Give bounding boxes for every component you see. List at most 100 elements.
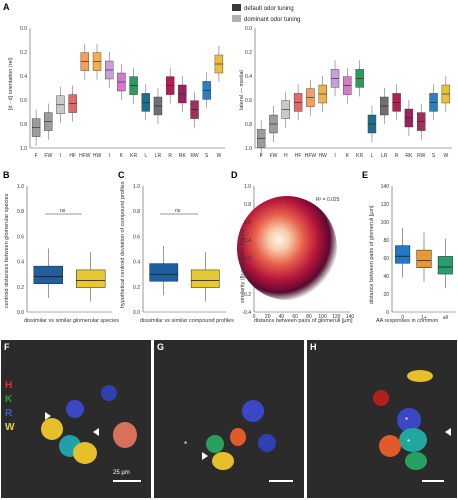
y-tick-label: 0.8 xyxy=(17,209,24,215)
x-tick-label: HF xyxy=(69,153,76,159)
y-tick-label: 20 xyxy=(383,292,389,298)
x-tick-label: L xyxy=(371,153,374,159)
x-tick-label: S xyxy=(432,153,436,159)
panel-f-image: F H K R W 25 µm xyxy=(1,340,151,498)
y-tick-label: 0.6 xyxy=(244,220,251,226)
y-tick-label: 0.8 xyxy=(20,122,27,128)
x-tick-label: 60 xyxy=(292,314,298,320)
panel-d-label: D xyxy=(231,170,238,180)
panel-c-xlabel: dissimilar vs similar compound profiles xyxy=(140,318,234,324)
y-tick-label: 1.0 xyxy=(244,184,251,190)
y-tick-label: 0.4 xyxy=(244,238,251,244)
y-tick-label: 0.2 xyxy=(245,50,252,56)
y-tick-label: -0.4 xyxy=(242,310,251,316)
panel-d-xlabel: distance between pairs of glomeruli [µm] xyxy=(254,318,353,324)
y-tick-label: 60 xyxy=(383,256,389,262)
x-tick-label: LR xyxy=(155,153,162,159)
box-plot xyxy=(395,245,411,264)
panel-b-xlabel: dissimilar vs similar glomerular species xyxy=(24,318,119,324)
x-tick-label: 1+ xyxy=(421,315,427,321)
legend-default-text: default odor tuning xyxy=(244,6,294,12)
glomerulus-blob xyxy=(407,370,433,382)
panel-a-left-ylabel: [d - d] orientation (rel) xyxy=(8,57,14,110)
glomerulus-blob xyxy=(212,452,234,470)
scale-bar-label: 25 µm xyxy=(113,470,130,476)
box-plot xyxy=(149,263,179,282)
panel-g-label: G xyxy=(157,342,165,352)
x-tick-label: RW xyxy=(417,153,426,159)
y-tick-label: 0.4 xyxy=(245,74,252,80)
y-tick-label: 0.6 xyxy=(133,234,140,240)
glomerulus-blob xyxy=(379,435,401,457)
panel-h-label: H xyxy=(310,342,317,352)
x-tick-label: W xyxy=(217,153,222,159)
channel-r-label: R xyxy=(5,408,13,419)
x-tick-label: L xyxy=(144,153,147,159)
glomerulus-blob xyxy=(101,385,117,401)
y-tick-label: 0.2 xyxy=(133,285,140,291)
channel-h-label: H xyxy=(5,380,13,391)
y-tick-label: 0.6 xyxy=(20,98,27,104)
y-tick-label: 0.0 xyxy=(20,26,27,32)
panel-e-xlabel: AA responses in common xyxy=(376,318,438,324)
y-tick-label: 40 xyxy=(383,274,389,280)
x-tick-label: 140 xyxy=(346,314,355,320)
glomerulus-blob xyxy=(242,400,264,422)
x-tick-label: S xyxy=(205,153,209,159)
y-tick-label: 0.4 xyxy=(17,260,24,266)
panel-a-label: A xyxy=(3,2,10,12)
y-tick-label: 0.0 xyxy=(133,310,140,316)
x-tick-label: F xyxy=(35,153,38,159)
panel-d-plot: R² = 0.025 similarity (fluorescence trac… xyxy=(237,184,354,324)
channel-k-label: K xyxy=(5,394,13,405)
x-tick-label: 40 xyxy=(279,314,285,320)
box-plot xyxy=(33,265,63,285)
x-tick-label: RW xyxy=(190,153,199,159)
panel-b-ns: ns xyxy=(60,208,66,214)
x-tick-label: KR xyxy=(130,153,137,159)
legend-dominant-text: dominant odor tuning xyxy=(244,17,300,23)
panel-e-label: E xyxy=(362,170,368,180)
x-tick-label: 80 xyxy=(306,314,312,320)
panel-b-ylabel: centroid distances between glomerular sp… xyxy=(4,193,10,308)
x-tick-label: HFW xyxy=(305,153,317,159)
box-plot xyxy=(76,269,106,288)
x-tick-label: KR xyxy=(356,153,363,159)
x-tick-label: H xyxy=(284,153,288,159)
x-tick-label: FW xyxy=(270,153,278,159)
y-tick-label: 0.8 xyxy=(133,209,140,215)
x-tick-label: LR xyxy=(381,153,388,159)
panel-a-left-plot: [d - d] orientation (rel) 0.0 0.2 0.4 0.6 0.… xyxy=(8,26,225,159)
arrowhead-marker xyxy=(202,452,208,460)
y-tick-label: 0.4 xyxy=(20,74,27,80)
y-tick-label: 80 xyxy=(383,238,389,244)
box-plot xyxy=(416,249,432,269)
x-tick-label: HW xyxy=(319,153,328,159)
arrowhead-marker xyxy=(45,412,51,420)
panel-e-plot: distance between pairs of glomeruli [µm]… xyxy=(369,184,456,324)
panel-h-image: H * * xyxy=(307,340,457,498)
panel-c-ylabel: hypothetical centroid deviation of compo… xyxy=(120,181,126,308)
scale-bar xyxy=(113,480,141,482)
glomerulus-blob xyxy=(41,418,63,440)
y-tick-label: 0.8 xyxy=(245,122,252,128)
glomerulus-blob xyxy=(230,428,246,446)
box-plot xyxy=(190,269,220,288)
x-tick-label: HFW xyxy=(79,153,91,159)
y-tick-label: 100 xyxy=(381,220,390,226)
x-tick-label: K xyxy=(120,153,124,159)
y-tick-label: 0.0 xyxy=(245,26,252,32)
x-tick-label: 120 xyxy=(332,314,341,320)
arrowhead-marker xyxy=(445,428,451,436)
panel-g-image: G * xyxy=(154,340,304,498)
x-tick-label: HF xyxy=(295,153,302,159)
x-tick-label: 0 xyxy=(253,314,256,320)
channel-w-label: W xyxy=(5,422,15,433)
panel-c-ns: ns xyxy=(175,208,181,214)
panel-b-label: B xyxy=(3,170,10,180)
arrowhead-marker xyxy=(93,428,99,436)
y-tick-label: 0.8 xyxy=(244,202,251,208)
glomerulus-blob xyxy=(258,434,276,452)
y-tick-label: 0.6 xyxy=(245,98,252,104)
